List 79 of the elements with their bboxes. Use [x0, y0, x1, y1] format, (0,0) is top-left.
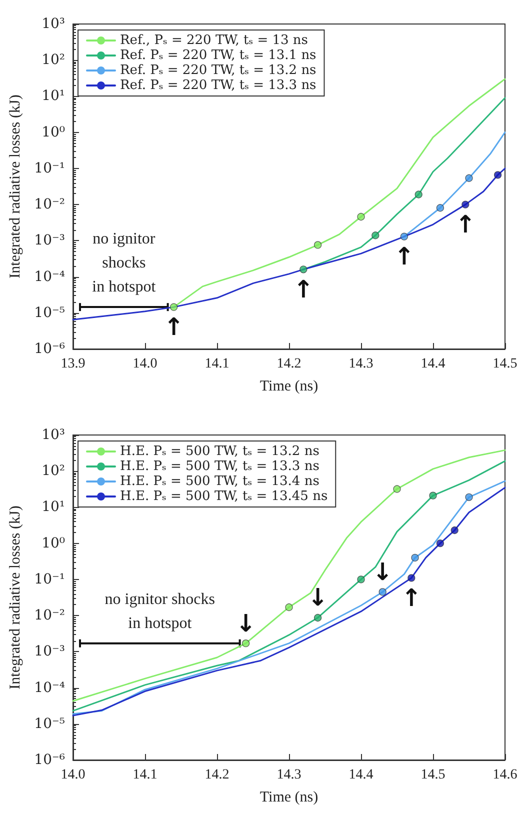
y-tick-label: 10¹	[42, 499, 65, 516]
x-tick-label: 13.9	[60, 356, 86, 372]
point	[400, 232, 408, 240]
point	[300, 266, 308, 274]
y-tick-label: 10⁻¹	[34, 160, 65, 176]
x-tick-label: 14.0	[60, 768, 86, 782]
point	[357, 576, 365, 584]
x-axis-title: Time (ns)	[260, 378, 318, 394]
annotation: no ignitor shocks in hotspot	[104, 590, 216, 632]
point	[408, 574, 416, 582]
y-tick-label: 10⁻⁶	[34, 341, 66, 357]
y-tick-label: 10⁻³	[34, 644, 65, 660]
annotation: ↑	[401, 584, 422, 612]
legend-label: H.E. Pₛ = 500 TW, tₛ = 13.45 ns	[120, 489, 328, 504]
point	[465, 493, 473, 501]
point	[314, 241, 322, 249]
x-tick-label: 14.4	[348, 768, 374, 782]
x-tick-label: 14.2	[204, 768, 230, 782]
annotation: ↓	[308, 584, 328, 612]
y-axis-title: Integrated radiative losses (kJ)	[8, 506, 24, 690]
point	[357, 212, 365, 221]
point	[494, 171, 502, 179]
y-tick-label: 10⁰	[42, 535, 66, 552]
legend-label: Ref., Pₛ = 220 TW, tₛ = 13 ns	[120, 33, 308, 48]
point	[462, 200, 470, 208]
y-tick-label: 10²	[42, 52, 65, 68]
point	[170, 303, 178, 311]
annotation: ↑	[394, 242, 414, 271]
y-tick-label: 10⁻⁵	[34, 304, 66, 321]
y-tick-label: 10³	[42, 16, 65, 32]
x-tick-label: 14.1	[132, 768, 158, 782]
point	[465, 174, 473, 182]
point	[285, 603, 293, 612]
point	[429, 492, 437, 500]
y-tick-label: 10¹	[42, 88, 65, 104]
y-tick-label: 10⁻¹	[34, 571, 65, 588]
y-tick-label: 10²	[42, 463, 65, 480]
x-tick-label: 14.4	[420, 356, 446, 372]
legend-label: Ref. Pₛ = 220 TW, tₛ = 13.1 ns	[120, 48, 316, 63]
y-axis-title: Integrated radiative losses (kJ)	[8, 94, 24, 278]
point	[378, 588, 386, 596]
x-tick-label: 14.6	[492, 768, 518, 782]
annotation: ↑	[455, 210, 476, 239]
annotation: ↑	[293, 275, 314, 304]
legend-label: H.E. Pₛ = 500 TW, tₛ = 13.2 ns	[120, 444, 320, 459]
y-tick-label: 10⁻²	[34, 608, 65, 624]
legend-label: Ref. Pₛ = 220 TW, tₛ = 13.3 ns	[120, 78, 316, 93]
y-tick-label: 10⁻⁶	[34, 752, 66, 768]
point	[414, 190, 422, 198]
point	[372, 232, 380, 240]
legend-label: H.E. Pₛ = 500 TW, tₛ = 13.3 ns	[120, 459, 320, 474]
x-tick-label: 14.1	[204, 356, 230, 372]
annotation: ↓	[372, 558, 393, 586]
y-tick-label: 10⁻⁴	[34, 268, 66, 285]
x-axis-title: Time (ns)	[260, 790, 318, 806]
annotation: ↑	[164, 313, 184, 342]
x-tick-label: 14.3	[276, 768, 302, 782]
point	[450, 526, 458, 534]
point	[436, 540, 444, 548]
y-tick-label: 10³	[42, 427, 65, 443]
y-tick-label: 10⁰	[42, 124, 66, 140]
point	[436, 204, 444, 212]
x-tick-label: 14.2	[276, 356, 302, 372]
point	[314, 614, 322, 622]
x-tick-label: 14.0	[132, 356, 158, 372]
y-tick-label: 10⁻³	[34, 232, 65, 249]
point	[393, 485, 401, 493]
x-tick-label: 14.5	[420, 768, 446, 782]
point	[242, 640, 250, 648]
legend-label: Ref. Pₛ = 220 TW, tₛ = 13.2 ns	[120, 63, 316, 78]
annotation: ↓	[236, 609, 256, 638]
point	[411, 554, 419, 562]
legend-label: H.E. Pₛ = 500 TW, tₛ = 13.4 ns	[120, 474, 320, 489]
y-tick-label: 10⁻⁴	[34, 680, 66, 696]
y-tick-label: 10⁻⁵	[34, 716, 66, 732]
x-tick-label: 14.5	[492, 356, 518, 372]
y-tick-label: 10⁻²	[34, 196, 65, 213]
annotation: no ignitor shocks in hotspot	[92, 230, 156, 296]
x-tick-label: 14.3	[348, 356, 374, 372]
